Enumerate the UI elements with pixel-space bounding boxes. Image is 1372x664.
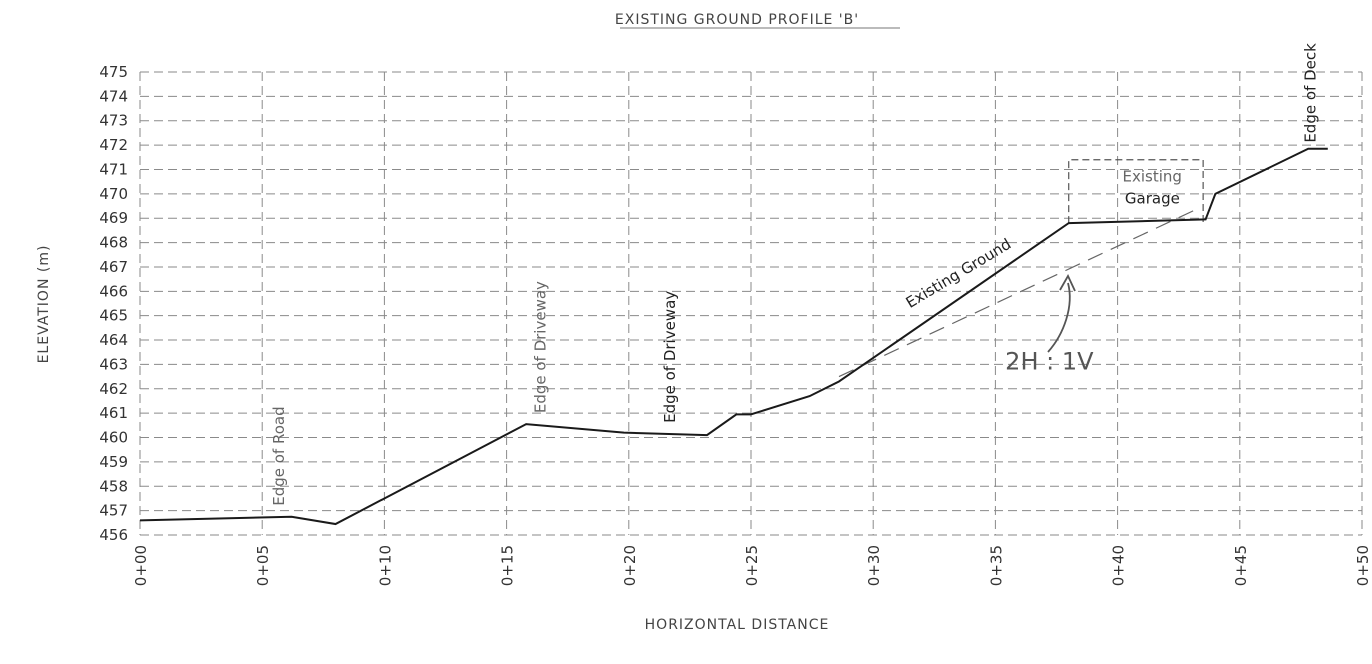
annotation-label: Garage bbox=[1125, 190, 1180, 208]
annotation-label: Edge of Driveway bbox=[532, 281, 550, 413]
y-tick-label: 466 bbox=[99, 282, 128, 300]
slope-reference-line bbox=[838, 207, 1199, 378]
y-tick-label: 462 bbox=[99, 380, 128, 398]
y-tick-label: 457 bbox=[99, 502, 128, 520]
x-tick-label: 0+20 bbox=[621, 545, 639, 586]
x-tick-label: 0+40 bbox=[1110, 545, 1128, 586]
x-tick-label: 0+25 bbox=[743, 545, 761, 586]
slope-pointer-arrow bbox=[1047, 282, 1071, 353]
y-tick-label: 470 bbox=[99, 185, 128, 203]
axis-labels: 456 457 458 459 460 461 462 463 464 465 466 467 468 4… bbox=[99, 63, 1372, 586]
y-tick-label: 461 bbox=[99, 404, 128, 422]
series-layer bbox=[139, 147, 1328, 526]
y-tick-label: 465 bbox=[99, 307, 128, 325]
x-tick-label: 0+50 bbox=[1354, 545, 1372, 586]
y-tick-label: 473 bbox=[99, 112, 128, 130]
x-tick-label: 0+45 bbox=[1232, 545, 1250, 586]
y-tick-label: 463 bbox=[99, 355, 128, 373]
y-tick-label: 464 bbox=[99, 331, 128, 349]
y-tick-label: 468 bbox=[99, 234, 128, 252]
y-tick-label: 456 bbox=[99, 526, 128, 544]
x-tick-label: 0+10 bbox=[376, 545, 394, 586]
annotation-label: Existing bbox=[1122, 168, 1181, 186]
y-tick-label: 458 bbox=[99, 477, 128, 495]
y-tick-label: 471 bbox=[99, 160, 128, 178]
x-tick-label: 0+30 bbox=[865, 545, 883, 586]
y-tick-label: 472 bbox=[99, 136, 128, 154]
y-tick-label: 469 bbox=[99, 209, 128, 227]
x-tick-label: 0+35 bbox=[987, 545, 1005, 586]
annotation-label: Edge of Road bbox=[270, 406, 288, 505]
x-axis-title: HORIZONTAL DISTANCE bbox=[645, 617, 830, 633]
slope-pointer-arrowhead bbox=[1059, 274, 1076, 292]
annotation-label: Edge of Driveway bbox=[661, 291, 679, 423]
chart-title: EXISTING GROUND PROFILE 'B' bbox=[615, 12, 859, 28]
x-tick-label: 0+00 bbox=[132, 545, 150, 586]
annotation-label: 2H : 1V bbox=[1005, 347, 1094, 375]
y-tick-label: 467 bbox=[99, 258, 128, 276]
y-tick-label: 460 bbox=[99, 429, 128, 447]
x-tick-label: 0+15 bbox=[499, 545, 517, 586]
x-tick-label: 0+05 bbox=[254, 545, 272, 586]
annotation-label: Edge of Deck bbox=[1302, 43, 1320, 143]
y-axis-title: ELEVATION (m) bbox=[36, 245, 52, 364]
annotation-layer: Edge of Road Edge of Driveway Edge of Driv… bbox=[270, 43, 1319, 506]
y-tick-label: 459 bbox=[99, 453, 128, 471]
grid bbox=[139, 71, 1363, 536]
ground-profile-line bbox=[139, 147, 1328, 526]
y-tick-label: 474 bbox=[99, 87, 128, 105]
y-tick-label: 475 bbox=[99, 63, 128, 81]
